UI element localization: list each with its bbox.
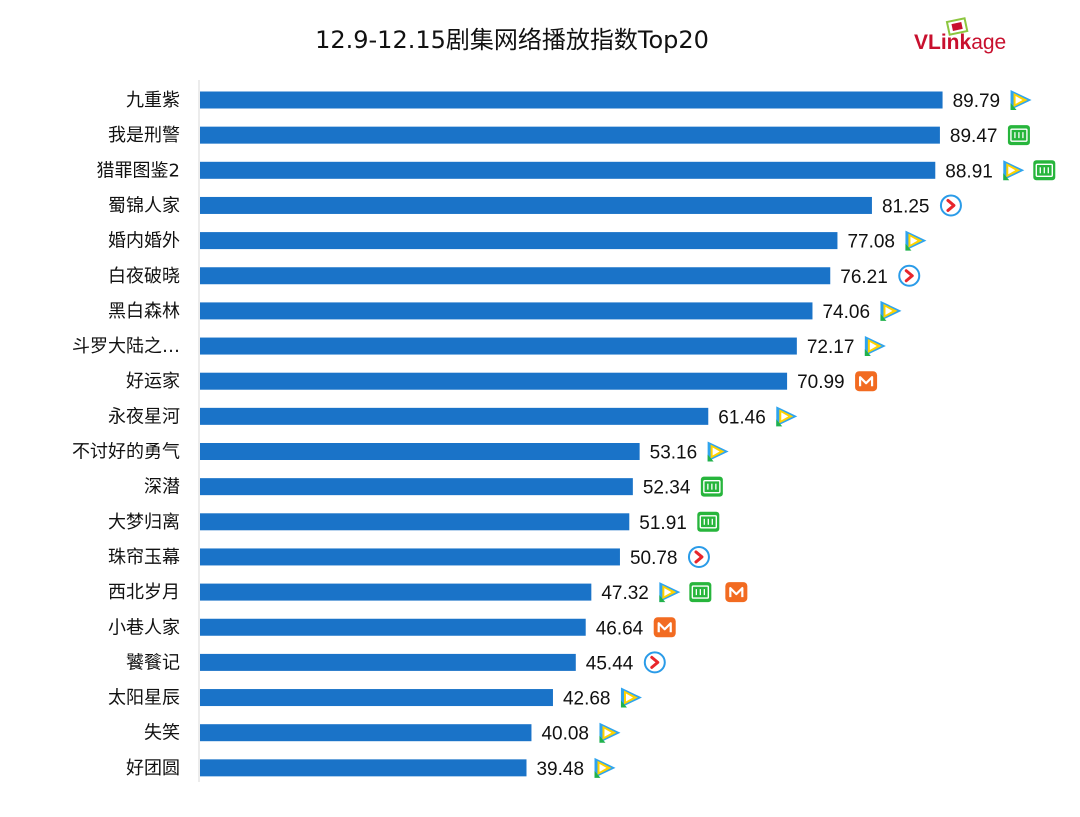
youku-icon [643, 651, 666, 674]
category-label: 失笑 [144, 723, 180, 744]
category-label: 小巷人家 [108, 617, 180, 638]
tencent-icon [594, 757, 616, 778]
bar [200, 759, 527, 777]
category-label: 婚内婚外 [108, 231, 180, 252]
bar [200, 583, 592, 601]
vlinkage-logo-mark [945, 17, 969, 36]
value-label: 47.32 [601, 583, 649, 604]
bar [200, 478, 633, 496]
value-label: 46.64 [596, 618, 644, 639]
category-label: 斗罗大陆之… [72, 336, 180, 357]
category-label: 太阳星辰 [108, 688, 180, 709]
tencent-icon [776, 406, 798, 427]
chart-title: 12.9-12.15剧集网络播放指数Top20 [315, 26, 709, 54]
value-label: 81.25 [882, 196, 930, 217]
mango-icon [725, 582, 748, 603]
value-label: 40.08 [541, 724, 589, 745]
category-label: 珠帘玉幕 [108, 547, 180, 568]
category-label: 好团圆 [126, 758, 180, 779]
category-label: 蜀锦人家 [108, 195, 180, 216]
mango-icon [653, 617, 676, 638]
bar [200, 232, 838, 250]
value-label: 76.21 [840, 267, 888, 288]
bar [200, 126, 940, 144]
bar [200, 372, 788, 390]
bar [200, 91, 943, 109]
tencent-icon [707, 441, 729, 462]
value-label: 50.78 [630, 548, 678, 569]
tencent-icon [620, 687, 642, 708]
category-label: 深潜 [144, 477, 180, 498]
category-label: 好运家 [126, 371, 180, 392]
tencent-icon [1010, 90, 1032, 110]
value-label: 88.91 [945, 161, 993, 182]
category-label: 大梦归离 [108, 512, 180, 533]
bar [200, 407, 709, 425]
bar [200, 653, 576, 671]
bar [200, 548, 620, 566]
value-label: 61.46 [718, 407, 766, 428]
category-label: 永夜星河 [108, 406, 180, 427]
tencent-icon [905, 230, 927, 251]
category-label: 猎罪图鉴2 [97, 160, 180, 181]
iqiyi-icon [697, 511, 720, 532]
bar [200, 513, 630, 531]
bar [200, 337, 797, 355]
vlinkage-logo: VLinkage [914, 17, 1006, 54]
category-label: 不讨好的勇气 [72, 442, 180, 463]
tencent-icon [880, 300, 902, 321]
value-label: 42.68 [563, 689, 611, 710]
iqiyi-icon [689, 582, 712, 603]
value-label: 45.44 [586, 653, 634, 674]
value-label: 52.34 [643, 478, 691, 499]
youku-icon [687, 545, 710, 568]
iqiyi-icon [1007, 125, 1030, 146]
bar [200, 618, 586, 636]
bar [200, 443, 640, 460]
iqiyi-icon [700, 476, 723, 497]
category-label: 我是刑警 [108, 125, 180, 146]
tencent-icon [864, 336, 886, 357]
value-label: 51.91 [639, 513, 687, 534]
value-label: 70.99 [797, 372, 845, 393]
category-label: 九重紫 [126, 90, 180, 111]
value-label: 89.79 [953, 91, 1001, 112]
youku-icon [939, 194, 962, 217]
tencent-icon [1003, 160, 1025, 181]
bar [200, 267, 831, 285]
bar [200, 302, 813, 320]
vlinkage-logo-text: VLinkage [914, 31, 1006, 54]
value-label: 77.08 [847, 232, 895, 253]
plot-area: 九重紫 89.79 我是刑警 89.47 猎罪图鉴2 88.91 蜀锦人家 81.25 婚内婚外… [72, 90, 1056, 780]
value-label: 74.06 [822, 302, 870, 323]
value-label: 72.17 [807, 337, 855, 358]
bar [200, 196, 872, 214]
category-label: 饕餮记 [126, 651, 180, 673]
category-label: 白夜破晓 [108, 266, 180, 287]
category-label: 西北岁月 [108, 582, 180, 603]
bar [200, 724, 532, 742]
youku-icon [898, 264, 921, 287]
value-label: 53.16 [650, 443, 698, 464]
iqiyi-icon [1033, 160, 1056, 181]
value-label: 89.47 [950, 126, 998, 147]
bar [200, 689, 553, 707]
tencent-icon [599, 722, 621, 743]
bar [200, 161, 936, 179]
tencent-icon [659, 582, 681, 603]
mango-icon [855, 371, 878, 392]
value-label: 39.48 [536, 759, 584, 780]
category-label: 黑白森林 [108, 301, 180, 322]
